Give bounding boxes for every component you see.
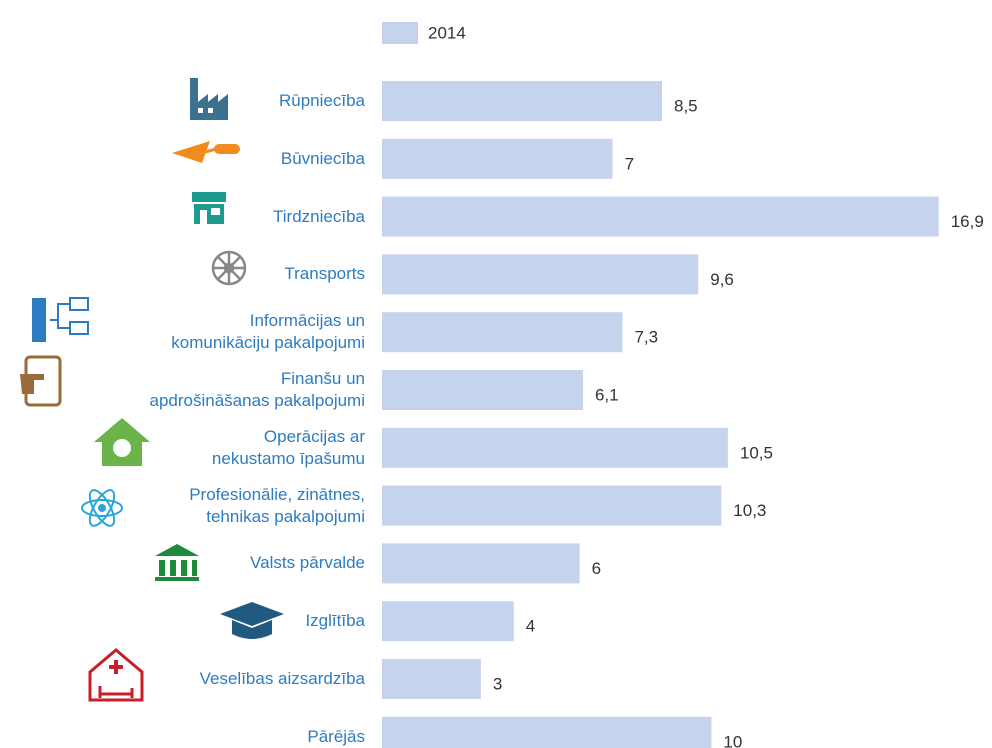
bar: [382, 427, 728, 468]
value-label: 6: [592, 559, 601, 578]
legend-label: 2014: [428, 23, 466, 42]
icon-shop: [192, 192, 226, 224]
legend-swatch: [382, 22, 418, 44]
icons: [20, 78, 284, 702]
icon-factory: [190, 78, 228, 120]
value-label: 16,9: [951, 212, 984, 231]
bar: [382, 543, 580, 584]
bar: [382, 601, 514, 642]
bar: [382, 485, 722, 526]
icon-tablet: [20, 355, 62, 407]
icon-house: [94, 418, 150, 466]
bar: [382, 312, 623, 353]
value-label: 3: [493, 674, 502, 693]
category-label: Operācijas ar nekustamo īpašumu: [211, 426, 365, 468]
bar: [382, 716, 712, 748]
value-label: 10,3: [733, 501, 766, 520]
bar: [382, 196, 939, 237]
icon-hospital: [88, 648, 144, 702]
category-label: Tirdzniecība: [273, 206, 365, 226]
category-label: Pārējās: [307, 726, 365, 746]
category-label: Profesionālie, zinātnes, tehnikas pakalp…: [189, 484, 365, 526]
value-label: 6,1: [595, 385, 619, 404]
icon-trowel: [172, 141, 240, 163]
category-label: Transports: [284, 264, 365, 284]
category-label: Valsts pārvalde: [250, 553, 365, 573]
category-label: Izglītība: [305, 611, 365, 631]
value-label: 10,5: [740, 443, 773, 462]
icon-wheel: [211, 250, 247, 286]
bar: [382, 370, 583, 410]
bar: [382, 254, 699, 295]
category-label: Būvniecība: [280, 148, 365, 168]
value-label: 8,5: [674, 96, 698, 115]
icon-network: [32, 297, 89, 342]
value-label: 9,6: [710, 270, 734, 289]
bar: [382, 659, 481, 699]
icon-atom: [81, 489, 123, 527]
icon-graduation-cap: [220, 602, 284, 639]
value-label: 4: [526, 617, 535, 636]
category-label: Veselības aizsardzība: [199, 669, 365, 688]
category-label: Rūpniecība: [278, 91, 365, 110]
bar: [382, 138, 613, 179]
icon-bank: [155, 544, 199, 581]
category-label: Informācijas un komunikāciju pakalpojumi: [171, 311, 365, 353]
value-label: 7,3: [634, 328, 658, 347]
value-label: 10: [723, 732, 742, 748]
category-label: Finanšu un apdrošināšanas pakalpojumi: [149, 369, 365, 410]
value-label: 7: [625, 154, 634, 173]
bar: [382, 81, 662, 121]
